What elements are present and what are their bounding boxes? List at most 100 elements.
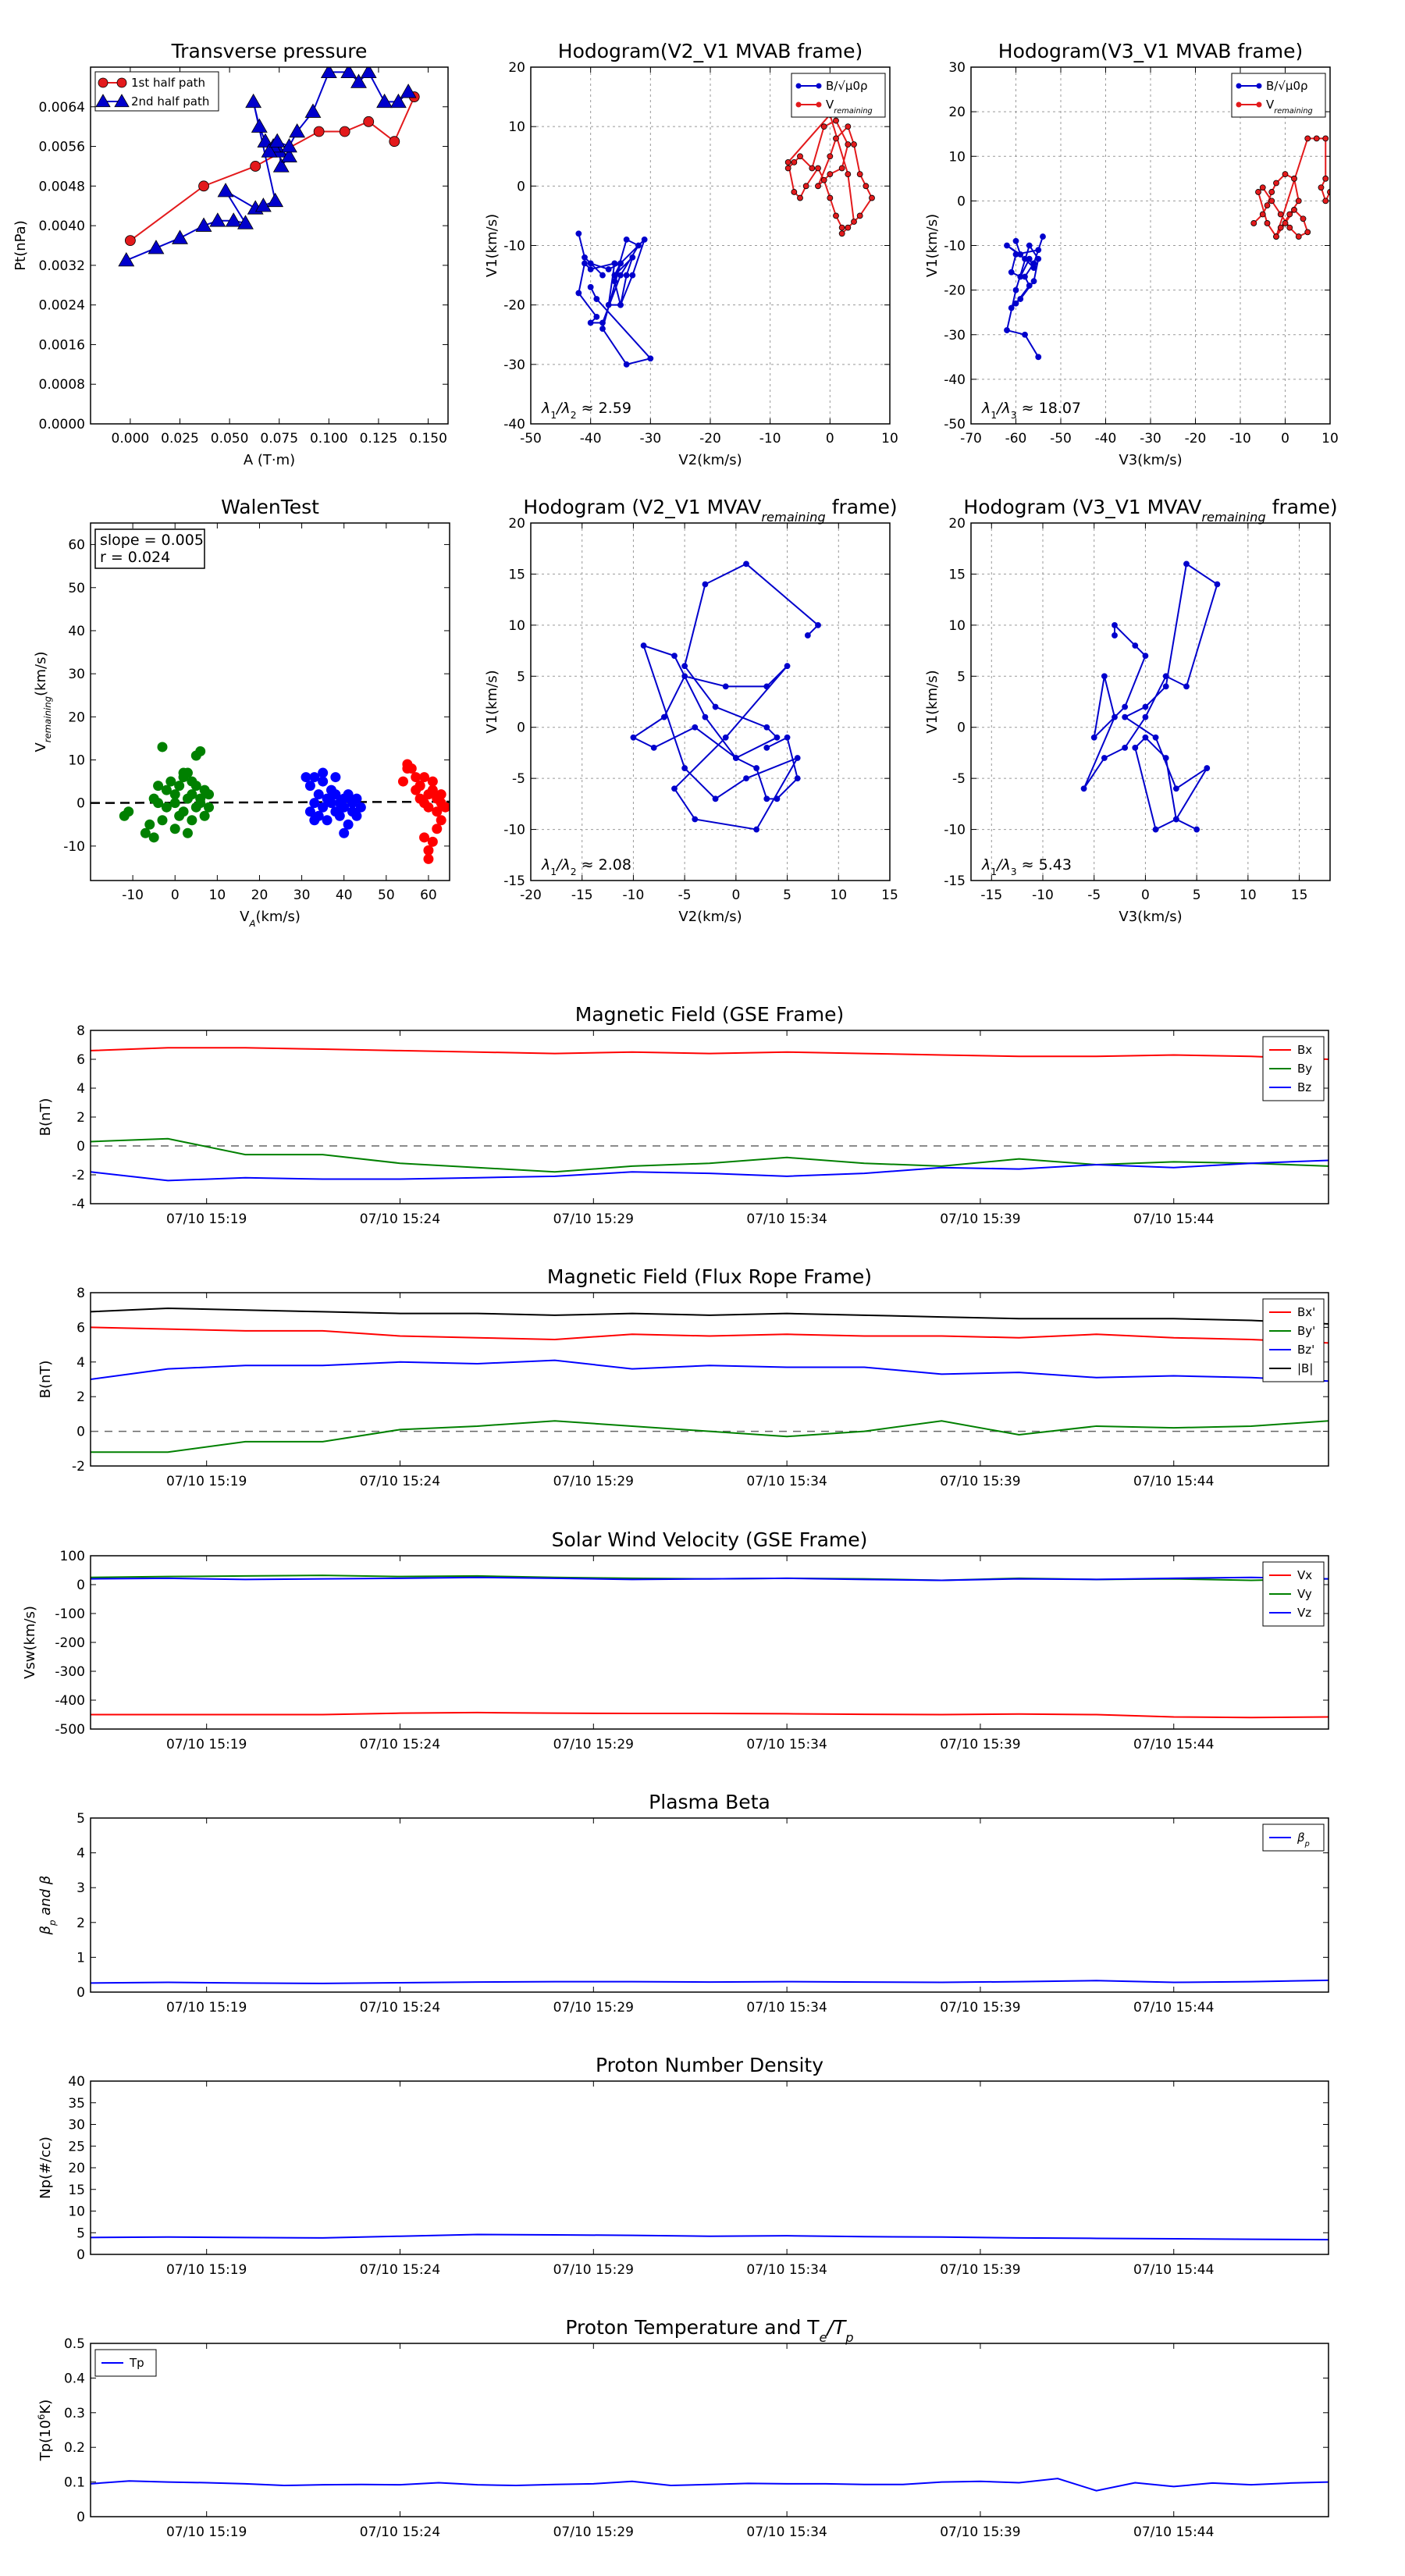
x-tick-label-part: 07/10 15:19 (166, 1212, 247, 1227)
series-point (617, 301, 624, 308)
series-point (833, 117, 839, 124)
scatter-point (187, 789, 197, 800)
x-tick-label-part: 07/10 15:19 (166, 1737, 247, 1752)
series-point (289, 123, 306, 138)
scatter-point (309, 798, 320, 809)
series-point (118, 251, 135, 267)
legend-label-part: 1st half path (131, 76, 205, 90)
series-point (1004, 242, 1010, 249)
y-tick-label: 2 (76, 1389, 85, 1405)
panel-title: Hodogram (V2_V1 MVAVremaining frame) (523, 496, 897, 525)
y-tick-label: 40 (68, 624, 85, 639)
series-point (582, 260, 588, 267)
y-tick-label-part: 40 (68, 624, 85, 639)
eigenvalue-ratio-part: /λ (995, 400, 1011, 417)
series-point (1012, 286, 1019, 294)
series-point (660, 713, 667, 720)
series-point (623, 272, 630, 279)
series-point (1295, 197, 1302, 205)
series-point (647, 355, 654, 362)
series-point (1214, 581, 1221, 588)
scatter-point (309, 772, 320, 783)
y-tick-label-part: -10 (63, 839, 85, 855)
x-tick-label-part: -20 (699, 431, 721, 447)
y-tick-label-part: 5 (517, 669, 525, 685)
series-point (820, 176, 827, 183)
scatter-point (423, 845, 434, 856)
x-tick-label-part: 07/10 15:19 (166, 2524, 247, 2540)
series-point (389, 93, 407, 109)
series-point (209, 212, 226, 227)
panel-title-part: p (845, 2330, 853, 2345)
x-tick-label-part: 0 (1141, 888, 1150, 903)
x-axis-label: V2(km/s) (678, 452, 742, 468)
y-tick-label-part: 50 (68, 581, 85, 596)
series-line (91, 2478, 1329, 2492)
y-tick-label: -10 (63, 839, 85, 855)
eigenvalue-ratio-part: 3 (1011, 866, 1017, 877)
series-point (1101, 755, 1108, 761)
series-point (671, 653, 678, 660)
y-tick-label: 15 (68, 2183, 85, 2198)
y-tick-label: -2 (72, 1168, 85, 1183)
data-group (91, 2233, 1329, 2241)
series-point (313, 126, 325, 137)
legend-marker (816, 83, 822, 89)
axes-frame (530, 66, 891, 425)
y-tick-label-part: 0 (957, 194, 966, 209)
y-tick-label-part: 0 (76, 2510, 85, 2525)
legend-label-part: V (1266, 98, 1275, 112)
x-tick-label: -50 (520, 431, 542, 447)
y-tick-label-part: -10 (944, 823, 966, 838)
x-tick-label-part: -20 (1185, 431, 1207, 447)
x-tick-label: 07/10 15:29 (553, 2000, 634, 2016)
scatter-point (440, 802, 450, 813)
x-tick-label-part: 0 (1281, 431, 1289, 447)
series-point (1090, 734, 1097, 741)
legend-label: 1st half path (131, 76, 205, 90)
legend-label-part: Vx (1297, 1568, 1312, 1582)
axes-frame (90, 1030, 1329, 1204)
series-point (1142, 703, 1149, 710)
series-point (833, 135, 839, 142)
eigenvalue-ratio-part: 1 (991, 410, 997, 421)
x-tick-label-part: 07/10 15:44 (1133, 2524, 1214, 2540)
series-point (845, 224, 852, 231)
y-tick-label: 0.3 (64, 2406, 85, 2421)
y-axis-label: Vremaining(km/s) (33, 651, 53, 752)
y-tick-label: 20 (508, 60, 525, 76)
x-tick-label-part: 0.075 (260, 431, 298, 447)
series-point (1318, 184, 1325, 191)
x-tick-label: 07/10 15:34 (746, 1474, 827, 1489)
series-point (1322, 175, 1329, 182)
x-tick-label-part: -5 (678, 888, 692, 903)
scatter-point (343, 819, 354, 830)
axes-frame (90, 1817, 1329, 1993)
eigenvalue-ratio: λ1/λ2 ≈ 2.08 (541, 856, 631, 877)
series-point (1132, 642, 1139, 649)
x-tick-label: 10 (1321, 431, 1339, 447)
y-axis-label-part: V1(km/s) (924, 214, 941, 277)
legend-marker (98, 77, 108, 88)
series-point (575, 290, 582, 297)
y-tick-label: 10 (68, 2204, 85, 2220)
y-tick-label-part: 0 (76, 796, 85, 812)
y-axis-label: Pt(nPa) (12, 220, 29, 270)
y-tick-label-part: 10 (948, 618, 966, 634)
y-tick-label-part: 1 (76, 1950, 85, 1966)
x-tick-label-part: 07/10 15:44 (1133, 2000, 1214, 2016)
data-group (1080, 560, 1221, 833)
y-tick-label: 20 (948, 516, 966, 532)
legend-label-part: |B| (1297, 1361, 1313, 1375)
y-tick-label: 5 (76, 2226, 85, 2241)
x-tick-label-part: 15 (881, 888, 898, 903)
series-point (815, 183, 821, 190)
x-tick-label-part: 10 (209, 888, 226, 903)
y-tick-label: -30 (944, 328, 966, 343)
scatter-point (169, 798, 180, 809)
series-point (1132, 744, 1139, 751)
x-tick-label-part: -50 (1050, 431, 1072, 447)
y-tick-label-part: 4 (76, 1355, 85, 1371)
series-point (195, 217, 212, 232)
